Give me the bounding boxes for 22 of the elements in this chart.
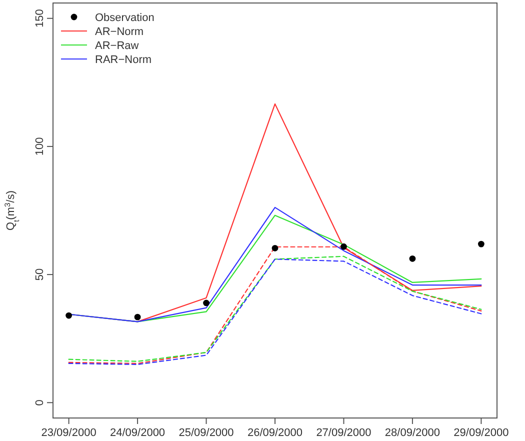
point: [66, 312, 72, 319]
point: [340, 243, 347, 250]
x-tick-label: 23/09/2000: [41, 427, 96, 439]
x-tick-label: 25/09/2000: [178, 427, 234, 439]
y-tick-label: 50: [34, 268, 46, 281]
y-tick-label: 150: [34, 9, 46, 28]
point: [478, 240, 484, 248]
y-tick-label: 100: [34, 137, 46, 156]
y-tick-label: 0: [34, 400, 46, 406]
x-tick-label: 26/09/2000: [247, 427, 303, 439]
point: [409, 255, 416, 262]
point: [272, 244, 278, 252]
legend-label: AR−Raw: [95, 40, 139, 52]
legend-label: Observation: [95, 12, 154, 24]
x-tick-label: 27/09/2000: [316, 427, 372, 439]
legend-label: RAR−Norm: [95, 54, 152, 66]
x-tick-label: 29/09/2000: [454, 427, 509, 439]
x-tick-label: 24/09/2000: [110, 427, 166, 439]
point: [134, 314, 141, 320]
legend-label: AR−Norm: [95, 26, 144, 38]
point: [203, 300, 210, 306]
x-tick-label: 28/09/2000: [384, 427, 440, 439]
